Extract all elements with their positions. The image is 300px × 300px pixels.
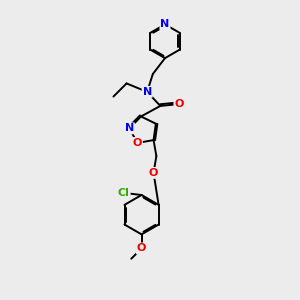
Text: O: O xyxy=(133,138,142,148)
Text: N: N xyxy=(160,20,169,29)
Text: O: O xyxy=(137,243,146,254)
Text: O: O xyxy=(149,168,158,178)
Text: Cl: Cl xyxy=(118,188,130,198)
Text: N: N xyxy=(142,87,152,97)
Text: O: O xyxy=(174,99,184,109)
Text: N: N xyxy=(125,123,134,134)
